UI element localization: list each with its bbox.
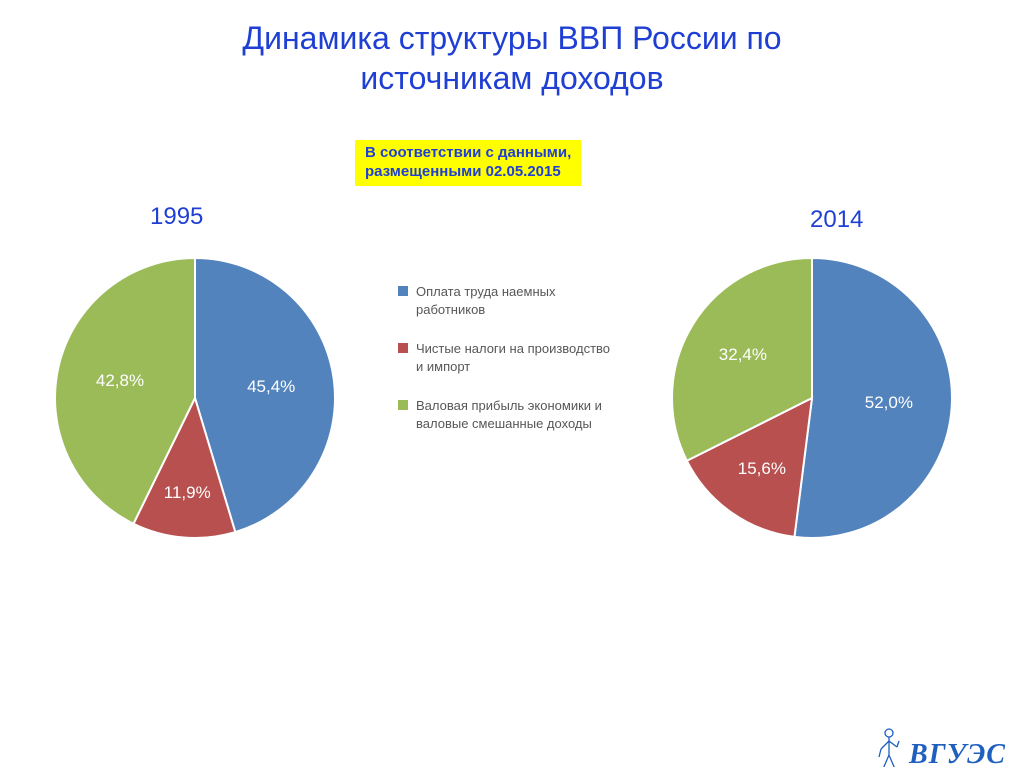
legend-swatch	[398, 400, 408, 410]
year-label: 2014	[810, 206, 863, 234]
legend-label: Валовая прибыль экономики и валовые смеш…	[416, 397, 618, 432]
logo-text: ВГУЭС	[909, 739, 1006, 767]
slice-label: 11,9%	[164, 483, 211, 503]
legend-item: Оплата труда наемных работников	[398, 283, 618, 318]
legend-item: Чистые налоги на производство и импорт	[398, 340, 618, 375]
slice-label: 15,6%	[738, 459, 786, 479]
slice-label: 45,4%	[247, 377, 295, 397]
legend: Оплата труда наемных работников Чистые на…	[398, 283, 618, 454]
slice-label: 32,4%	[719, 345, 767, 365]
legend-swatch	[398, 286, 408, 296]
data-source-note: В соответствии с данными, размещенными 0…	[355, 140, 581, 186]
pie-chart: 45,4% 11,9% 42,8%	[55, 258, 335, 538]
logo-figure-icon	[875, 727, 903, 767]
title-line-1: Динамика структуры ВВП России по	[242, 20, 781, 56]
page-title: Динамика структуры ВВП России по источни…	[0, 18, 1024, 98]
logo: ВГУЭС	[875, 727, 1006, 767]
legend-item: Валовая прибыль экономики и валовые смеш…	[398, 397, 618, 432]
slice-label: 52,0%	[865, 393, 913, 413]
slice-label: 42,8%	[96, 371, 144, 391]
title-line-2: источникам доходов	[360, 60, 663, 96]
pie-chart: 52,0% 15,6% 32,4%	[672, 258, 952, 538]
year-label: 1995	[150, 203, 203, 231]
legend-label: Чистые налоги на производство и импорт	[416, 340, 618, 375]
legend-swatch	[398, 343, 408, 353]
legend-label: Оплата труда наемных работников	[416, 283, 618, 318]
